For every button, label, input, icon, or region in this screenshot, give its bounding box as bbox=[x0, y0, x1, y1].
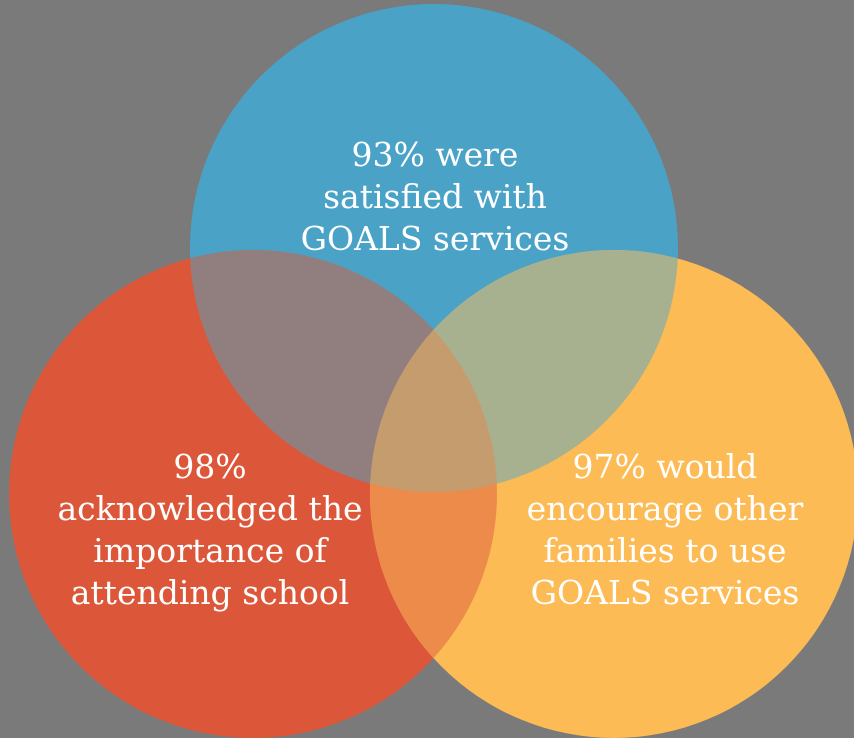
label-attendance-line-3: importance of bbox=[93, 531, 327, 570]
label-attendance: 98% acknowledged the importance of atten… bbox=[40, 446, 380, 614]
overlap-satisfied-encourage bbox=[370, 250, 678, 492]
label-satisfied: 93% were satisfied with GOALS services bbox=[260, 134, 610, 260]
label-encourage-line-3: families to use bbox=[543, 531, 787, 570]
label-encourage: 97% would encourage other families to us… bbox=[500, 446, 830, 614]
label-encourage-line-1: 97% would bbox=[572, 447, 758, 486]
label-satisfied-line-2: satisfied with bbox=[323, 177, 547, 216]
label-attendance-line-2: acknowledged the bbox=[57, 489, 363, 528]
overlap-satisfied-attendance bbox=[190, 250, 497, 492]
label-encourage-line-2: encourage other bbox=[526, 489, 804, 528]
label-encourage-line-4: GOALS services bbox=[530, 573, 800, 612]
label-attendance-line-1: 98% bbox=[173, 447, 247, 486]
label-attendance-line-4: attending school bbox=[70, 573, 350, 612]
label-satisfied-line-1: 93% were bbox=[351, 135, 519, 174]
label-satisfied-line-3: GOALS services bbox=[300, 219, 570, 258]
